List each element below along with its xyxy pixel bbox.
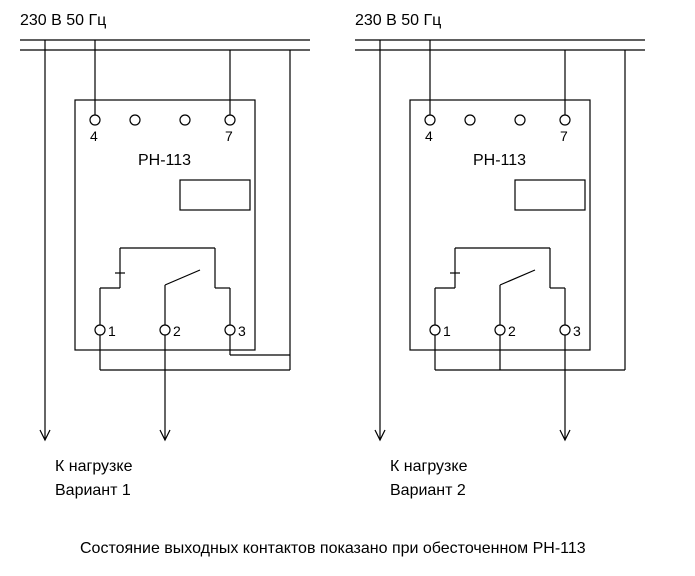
- term7-right: 7: [560, 128, 568, 144]
- variant2-label: Вариант 2: [390, 482, 466, 500]
- variant1-label: Вариант 1: [55, 482, 131, 500]
- term4-left: 4: [90, 128, 98, 144]
- term3-right: 3: [573, 323, 581, 339]
- footer-note: Состояние выходных контактов показано пр…: [80, 540, 586, 558]
- term7-left: 7: [225, 128, 233, 144]
- voltage-label-right: 230 В 50 Гц: [355, 12, 441, 30]
- term2-left: 2: [173, 323, 181, 339]
- term3-left: 3: [238, 323, 246, 339]
- to-load-left: К нагрузке: [55, 458, 132, 476]
- to-load-right: К нагрузке: [390, 458, 467, 476]
- term1-left: 1: [108, 323, 116, 339]
- device-name-right: РН-113: [473, 152, 526, 170]
- voltage-label-left: 230 В 50 Гц: [20, 12, 106, 30]
- device-name-left: РН-113: [138, 152, 191, 170]
- term1-right: 1: [443, 323, 451, 339]
- term4-right: 4: [425, 128, 433, 144]
- term2-right: 2: [508, 323, 516, 339]
